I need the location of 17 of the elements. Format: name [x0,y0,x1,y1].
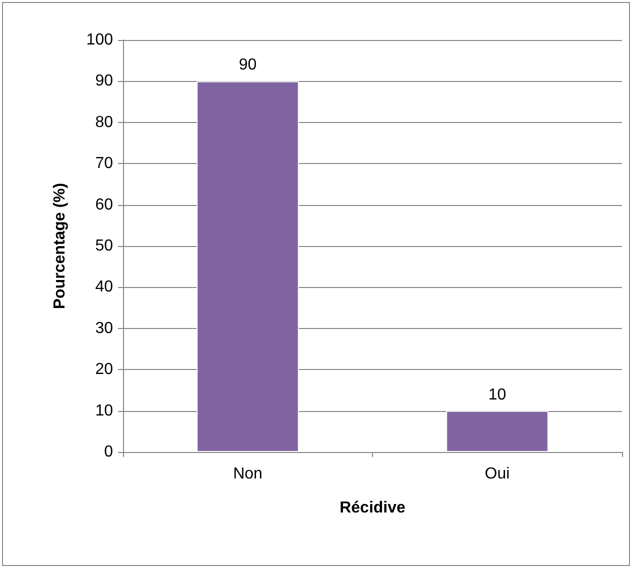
y-tick-label: 90 [95,72,114,90]
x-tick-label: Non [233,466,262,482]
y-tick-label: 30 [95,320,114,337]
x-axis-title: Récidive [340,500,406,516]
y-tick-label: 0 [104,444,114,460]
y-tick-label: 10 [95,402,114,420]
y-tick-label: 40 [95,278,114,296]
data-label: 90 [238,56,257,74]
y-tick-label: 50 [95,238,114,254]
data-label: 10 [488,386,506,404]
y-tick-label: 100 [86,32,114,48]
y-axis-title: Pourcentage (%) [52,182,68,310]
y-tick-label: 20 [95,361,114,378]
y-tick-label: 80 [95,114,114,131]
y-tick-label: 60 [95,196,114,214]
y-tick-label: 70 [95,155,114,172]
x-tick-label: Oui [484,466,510,482]
